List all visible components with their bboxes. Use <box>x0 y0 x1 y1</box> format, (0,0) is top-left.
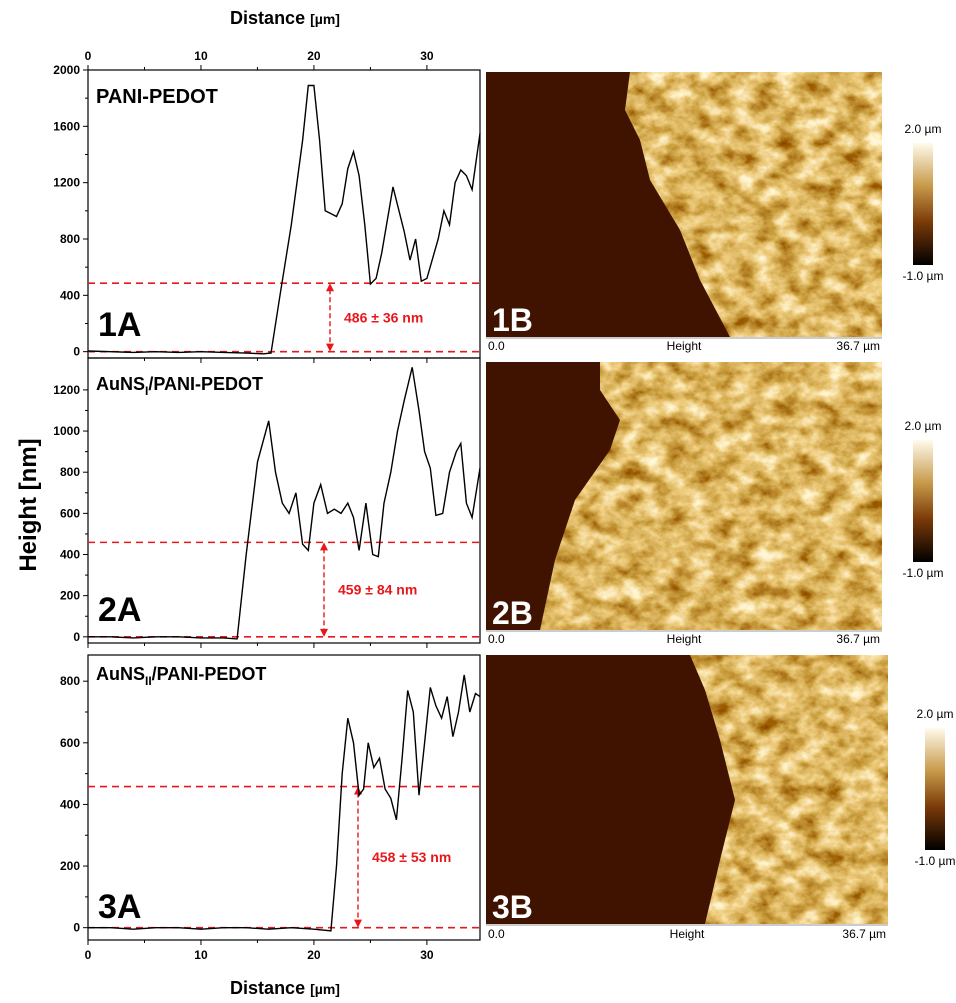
x-axis-unit: [µm] <box>310 11 340 27</box>
color-min: -1.0 µm <box>903 566 944 580</box>
y-tick-label: 2000 <box>53 63 80 77</box>
image-label: 3B <box>492 889 533 925</box>
y-tick-label: 0 <box>73 921 80 935</box>
y-tick-label: 1000 <box>53 424 80 438</box>
scale-end: 36.7 µm <box>842 927 886 941</box>
x-top-tick-label: 20 <box>307 49 321 63</box>
arrow-head <box>320 542 328 551</box>
color-max: 2.0 µm <box>905 122 942 136</box>
arrow-head <box>354 919 362 928</box>
title-subscript: I <box>145 384 148 398</box>
y-axis-title: Height [nm] <box>15 438 42 571</box>
scale-start: 0.0 <box>488 632 505 646</box>
x-top-tick-label: 0 <box>85 49 92 63</box>
x-axis-title-bottom: Distance [µm] <box>230 978 340 998</box>
color-max: 2.0 µm <box>917 707 954 721</box>
x-axis-title-top: Distance [µm] <box>230 8 340 28</box>
height-annotation: 459 ± 84 nm <box>338 582 417 598</box>
height-annotation: 458 ± 53 nm <box>372 849 451 865</box>
arrow-head <box>326 283 334 292</box>
panel-label: 3A <box>98 888 141 926</box>
color-bar <box>913 440 933 562</box>
profile-line <box>87 84 481 355</box>
x-tick-label: 20 <box>307 948 321 962</box>
image-label: 1B <box>492 302 533 338</box>
color-bar <box>913 143 933 265</box>
y-tick-label: 400 <box>60 288 80 302</box>
y-tick-label: 600 <box>60 736 80 750</box>
color-min: -1.0 µm <box>915 854 956 868</box>
panel-title: AuNSI/PANI-PEDOT <box>96 374 263 398</box>
scale-start: 0.0 <box>488 339 505 353</box>
arrow-head <box>320 628 328 637</box>
panel-label: 1A <box>98 306 141 344</box>
title-text: AuNS <box>96 664 145 684</box>
scale-end: 36.7 µm <box>836 632 880 646</box>
channel-label: Height <box>670 927 705 941</box>
channel-label: Height <box>667 632 702 646</box>
y-tick-label: 200 <box>60 859 80 873</box>
x-tick-label: 30 <box>420 948 434 962</box>
color-max: 2.0 µm <box>905 419 942 433</box>
scale-start: 0.0 <box>488 927 505 941</box>
title-rest: /PANI-PEDOT <box>148 374 263 394</box>
y-tick-label: 0 <box>73 630 80 644</box>
y-tick-label: 600 <box>60 506 80 520</box>
image-label: 2B <box>492 595 533 631</box>
scale-end: 36.7 µm <box>836 339 880 353</box>
y-tick-label: 0 <box>73 345 80 359</box>
arrow-head <box>326 343 334 352</box>
height-annotation: 486 ± 36 nm <box>344 309 423 325</box>
profile-line <box>88 674 481 932</box>
panel-label: 2A <box>98 591 141 629</box>
title-subscript: II <box>145 674 152 688</box>
y-tick-label: 1600 <box>53 119 80 133</box>
x-top-tick-label: 30 <box>420 49 434 63</box>
y-tick-label: 800 <box>60 465 80 479</box>
y-tick-label: 400 <box>60 548 80 562</box>
y-tick-label: 1200 <box>53 176 80 190</box>
title-text: AuNS <box>96 374 145 394</box>
x-axis-unit: [µm] <box>310 981 340 997</box>
title-text: PANI-PEDOT <box>96 86 218 108</box>
x-axis-title: Distance <box>230 978 305 998</box>
x-axis-title: Distance <box>230 8 305 28</box>
y-tick-label: 200 <box>60 589 80 603</box>
y-tick-label: 1200 <box>53 383 80 397</box>
color-bar <box>925 728 945 850</box>
channel-label: Height <box>667 339 702 353</box>
plot-frame <box>87 654 481 941</box>
y-tick-label: 800 <box>60 232 80 246</box>
panel-title: PANI-PEDOT <box>96 86 218 108</box>
title-rest: /PANI-PEDOT <box>152 664 267 684</box>
y-tick-label: 400 <box>60 797 80 811</box>
x-tick-label: 0 <box>85 948 92 962</box>
x-tick-label: 10 <box>194 948 208 962</box>
color-min: -1.0 µm <box>903 269 944 283</box>
panel-title: AuNSII/PANI-PEDOT <box>96 664 266 688</box>
plot-frame <box>87 357 481 644</box>
x-top-tick-label: 10 <box>194 49 208 63</box>
y-tick-label: 800 <box>60 674 80 688</box>
profile-line <box>88 367 481 640</box>
